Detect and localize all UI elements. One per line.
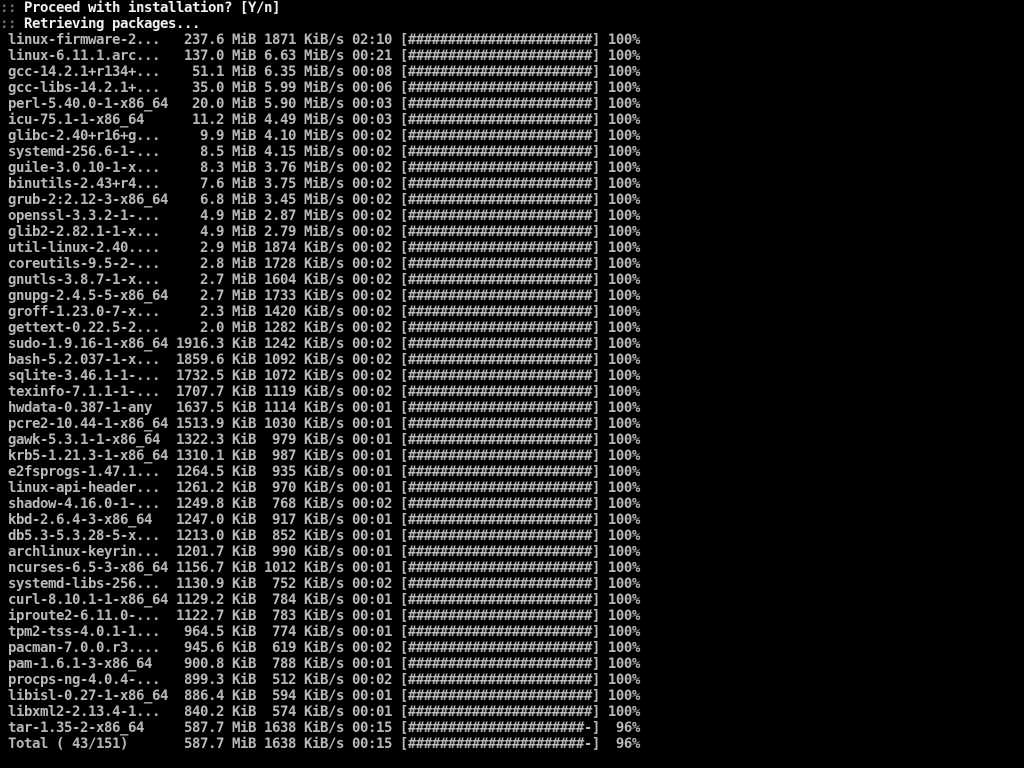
package-download-row: groff-1.23.0-7-x... 2.3 MiB 1420 KiB/s 0…: [0, 304, 640, 320]
package-download-row: gcc-libs-14.2.1+... 35.0 MiB 5.99 MiB/s …: [0, 80, 640, 96]
package-download-row: archlinux-keyrin... 1201.7 KiB 990 KiB/s…: [0, 544, 640, 560]
package-download-row: binutils-2.43+r4... 7.6 MiB 3.75 MiB/s 0…: [0, 176, 640, 192]
package-download-row: linux-api-header... 1261.2 KiB 970 KiB/s…: [0, 480, 640, 496]
package-download-row: linux-6.11.1.arc... 137.0 MiB 6.63 MiB/s…: [0, 48, 640, 64]
package-download-row: bash-5.2.037-1-x... 1859.6 KiB 1092 KiB/…: [0, 352, 640, 368]
package-download-row: sudo-1.9.16-1-x86_64 1916.3 KiB 1242 KiB…: [0, 336, 640, 352]
package-download-row: coreutils-9.5-2-... 2.8 MiB 1728 KiB/s 0…: [0, 256, 640, 272]
package-download-row: gnupg-2.4.5-5-x86_64 2.7 MiB 1733 KiB/s …: [0, 288, 640, 304]
package-download-row: curl-8.10.1-1-x86_64 1129.2 KiB 784 KiB/…: [0, 592, 640, 608]
package-download-row: perl-5.40.0-1-x86_64 20.0 MiB 5.90 MiB/s…: [0, 96, 640, 112]
package-download-row: texinfo-7.1.1-1-... 1707.7 KiB 1119 KiB/…: [0, 384, 640, 400]
package-download-row: procps-ng-4.0.4-... 899.3 KiB 512 KiB/s …: [0, 672, 640, 688]
package-download-row: pacman-7.0.0.r3.... 945.6 KiB 619 KiB/s …: [0, 640, 640, 656]
package-download-row: util-linux-2.40.... 2.9 MiB 1874 KiB/s 0…: [0, 240, 640, 256]
package-download-row: sqlite-3.46.1-1-... 1732.5 KiB 1072 KiB/…: [0, 368, 640, 384]
package-download-row: grub-2:2.12-3-x86_64 6.8 MiB 3.45 MiB/s …: [0, 192, 640, 208]
package-download-row: gcc-14.2.1+r134+... 51.1 MiB 6.35 MiB/s …: [0, 64, 640, 80]
download-total-row: Total ( 43/151) 587.7 MiB 1638 KiB/s 00:…: [0, 736, 640, 752]
package-download-row: libxml2-2.13.4-1... 840.2 KiB 574 KiB/s …: [0, 704, 640, 720]
pacman-prompt-prefix: ::: [0, 0, 16, 16]
package-download-row: shadow-4.16.0-1-... 1249.8 KiB 768 KiB/s…: [0, 496, 640, 512]
pacman-status-prefix: ::: [0, 16, 16, 32]
package-download-row: ncurses-6.5-3-x86_64 1156.7 KiB 1012 KiB…: [0, 560, 640, 576]
package-download-row: db5.3-5.3.28-5-x... 1213.0 KiB 852 KiB/s…: [0, 528, 640, 544]
package-download-row: glib2-2.82.1-1-x... 4.9 MiB 2.79 MiB/s 0…: [0, 224, 640, 240]
retrieving-status-text: Retrieving packages...: [24, 16, 200, 32]
proceed-prompt-line: :: Proceed with installation? [Y/n]: [0, 0, 1024, 16]
package-download-row: systemd-256.6-1-... 8.5 MiB 4.15 MiB/s 0…: [0, 144, 640, 160]
package-download-row: e2fsprogs-1.47.1... 1264.5 KiB 935 KiB/s…: [0, 464, 640, 480]
package-download-row: guile-3.0.10-1-x... 8.3 MiB 3.76 MiB/s 0…: [0, 160, 640, 176]
package-download-row: hwdata-0.387-1-any 1637.5 KiB 1114 KiB/s…: [0, 400, 640, 416]
package-download-row: icu-75.1-1-x86_64 11.2 MiB 4.49 MiB/s 00…: [0, 112, 640, 128]
retrieving-status-line: :: Retrieving packages...: [0, 16, 1024, 32]
package-download-row: pam-1.6.1-3-x86_64 900.8 KiB 788 KiB/s 0…: [0, 656, 640, 672]
package-download-row: tar-1.35-2-x86_64 587.7 MiB 1638 KiB/s 0…: [0, 720, 640, 736]
package-download-row: openssl-3.3.2-1-... 4.9 MiB 2.87 MiB/s 0…: [0, 208, 640, 224]
package-download-row: iproute2-6.11.0-... 1122.7 KiB 783 KiB/s…: [0, 608, 640, 624]
package-download-row: gettext-0.22.5-2... 2.0 MiB 1282 KiB/s 0…: [0, 320, 640, 336]
package-download-row: tpm2-tss-4.0.1-1... 964.5 KiB 774 KiB/s …: [0, 624, 640, 640]
package-download-row: linux-firmware-2... 237.6 MiB 1871 KiB/s…: [0, 32, 640, 48]
package-download-row: libisl-0.27-1-x86_64 886.4 KiB 594 KiB/s…: [0, 688, 640, 704]
proceed-prompt-text: Proceed with installation? [Y/n]: [24, 0, 280, 16]
package-download-row: krb5-1.21.3-1-x86_64 1310.1 KiB 987 KiB/…: [0, 448, 640, 464]
package-rows: linux-firmware-2... 237.6 MiB 1871 KiB/s…: [0, 32, 1024, 752]
package-download-row: gnutls-3.8.7-1-x... 2.7 MiB 1604 KiB/s 0…: [0, 272, 640, 288]
package-download-row: systemd-libs-256... 1130.9 KiB 752 KiB/s…: [0, 576, 640, 592]
package-download-row: kbd-2.6.4-3-x86_64 1247.0 KiB 917 KiB/s …: [0, 512, 640, 528]
package-download-row: glibc-2.40+r16+g... 9.9 MiB 4.10 MiB/s 0…: [0, 128, 640, 144]
package-download-row: pcre2-10.44-1-x86_64 1513.9 KiB 1030 KiB…: [0, 416, 640, 432]
package-download-row: gawk-5.3.1-1-x86_64 1322.3 KiB 979 KiB/s…: [0, 432, 640, 448]
